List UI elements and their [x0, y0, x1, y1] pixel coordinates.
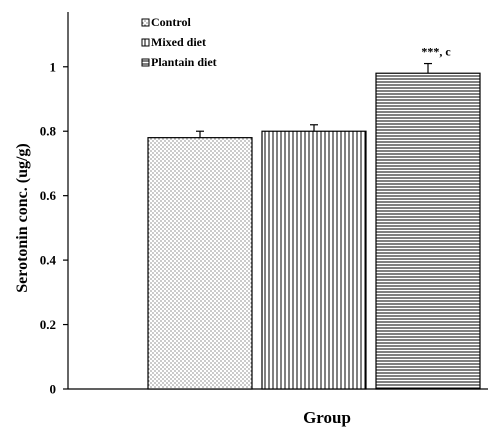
legend-swatch-plantain-diet: [141, 58, 150, 67]
error-bars: [196, 62, 432, 138]
bar-control: [147, 137, 253, 390]
bar-mixed-diet: [261, 130, 367, 390]
y-tick-label: 0.8: [40, 124, 57, 139]
bars: [147, 72, 481, 390]
y-ticks: 0 0.2 0.4 0.6 0.8 1: [40, 59, 68, 397]
legend: Control Mixed diet Plantain diet: [141, 15, 217, 69]
legend-label-control: Control: [151, 15, 191, 29]
annotations: ***, c: [421, 45, 451, 59]
legend-swatch-mixed-diet: [141, 38, 150, 47]
y-tick-label: 0: [50, 382, 57, 397]
y-tick-label: 0.4: [40, 253, 57, 268]
bar-plantain-diet: [375, 72, 481, 390]
y-tick-label: 0.2: [40, 317, 56, 332]
legend-swatch-control: [141, 18, 150, 27]
x-axis-title: Group: [303, 408, 351, 427]
legend-label-mixed-diet: Mixed diet: [151, 35, 206, 49]
significance-label: ***, c: [421, 45, 451, 59]
y-tick-label: 1: [50, 59, 57, 74]
y-axis-title: Serotonin conc. (ug/g): [14, 143, 31, 292]
legend-label-plantain-diet: Plantain diet: [151, 55, 217, 69]
y-tick-label: 0.6: [40, 188, 57, 203]
